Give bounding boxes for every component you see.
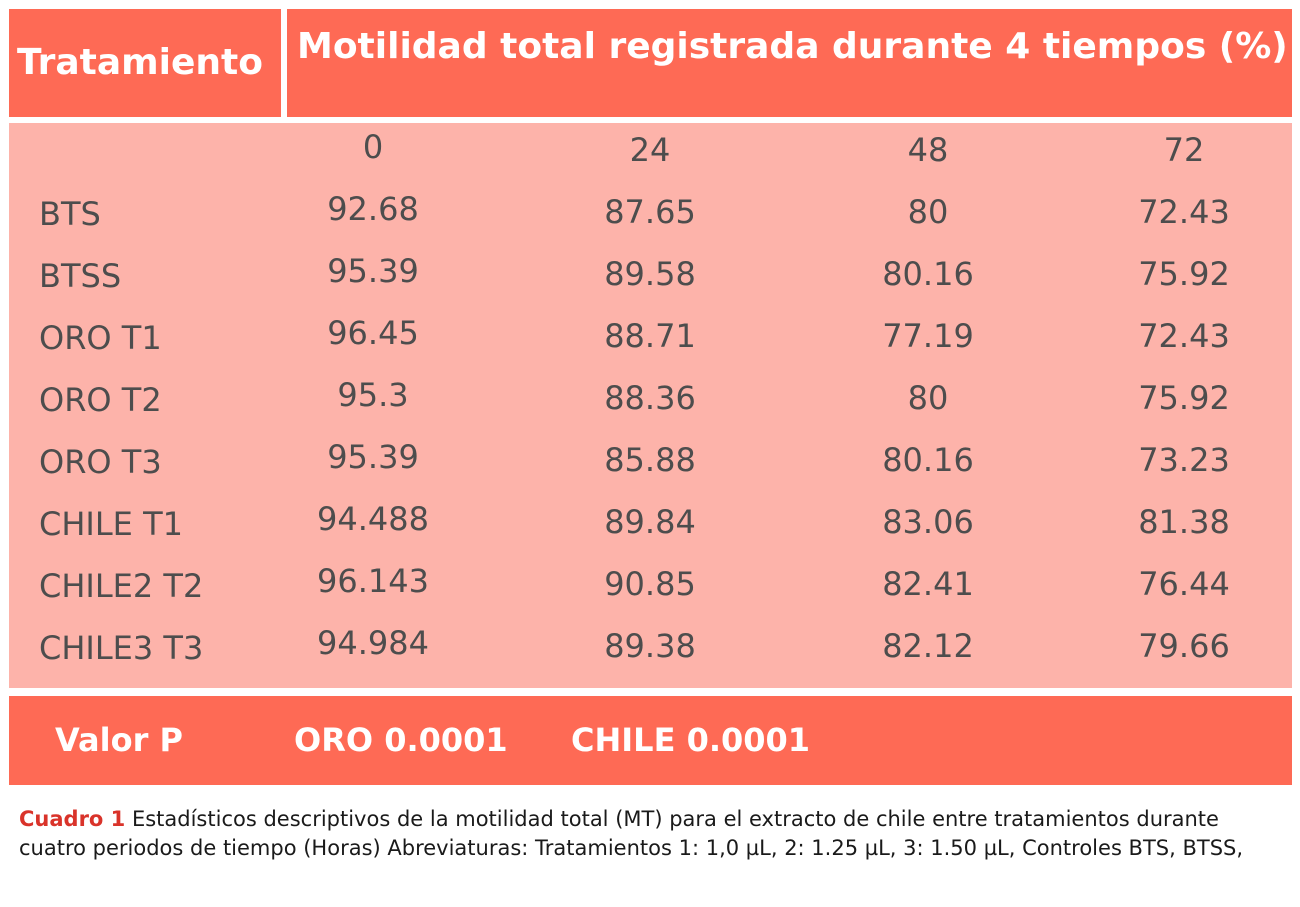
table-cell: 85.88 — [604, 441, 696, 479]
table-cell: 87.65 — [604, 193, 696, 231]
table-cell: 81.38 — [1138, 503, 1230, 541]
time-header-48: 48 — [907, 131, 949, 169]
table-cell: 80 — [907, 379, 949, 417]
table-cell: 80.16 — [882, 255, 974, 293]
caption-label: Cuadro 1 — [19, 807, 126, 831]
row-label: ORO T1 — [39, 319, 162, 357]
table-cell: 73.23 — [1138, 441, 1230, 479]
table-cell: 82.41 — [882, 565, 974, 603]
table-cell: 89.84 — [604, 503, 696, 541]
motility-header: Motilidad total registrada durante 4 tie… — [287, 9, 1292, 117]
table-cell: 82.12 — [882, 627, 974, 665]
table-cell: 88.71 — [604, 317, 696, 355]
table-cell: 95.3 — [337, 376, 409, 414]
treatment-header: Tratamiento — [9, 9, 281, 117]
table-cell: 80 — [907, 193, 949, 231]
table-cell: 76.44 — [1138, 565, 1230, 603]
caption-text: Estadísticos descriptivos de la motilida… — [19, 807, 1244, 860]
table-cell: 96.45 — [327, 314, 419, 352]
table-cell: 94.488 — [317, 500, 429, 538]
table-cell: 77.19 — [882, 317, 974, 355]
table-cell: 90.85 — [604, 565, 696, 603]
table-cell: 95.39 — [327, 252, 419, 290]
p-value-oro: ORO 0.0001 — [294, 721, 508, 759]
p-value-chile: CHILE 0.0001 — [571, 721, 811, 759]
table-cell: 92.68 — [327, 190, 419, 228]
row-label: ORO T3 — [39, 443, 162, 481]
row-label: BTS — [39, 195, 101, 233]
time-header-0: 0 — [362, 128, 384, 166]
table-cell: 83.06 — [882, 503, 974, 541]
time-header-72: 72 — [1163, 131, 1205, 169]
table-cell: 79.66 — [1138, 627, 1230, 665]
table-cell: 89.38 — [604, 627, 696, 665]
table-cell: 80.16 — [882, 441, 974, 479]
row-label: CHILE2 T2 — [39, 567, 204, 605]
table-cell: 89.58 — [604, 255, 696, 293]
row-label: BTSS — [39, 257, 122, 295]
table-body — [9, 123, 1292, 688]
table-cell: 95.39 — [327, 438, 419, 476]
table-caption: Cuadro 1 Estadísticos descriptivos de la… — [19, 805, 1289, 863]
row-label: CHILE T1 — [39, 505, 183, 543]
table-cell: 75.92 — [1138, 379, 1230, 417]
table-cell: 72.43 — [1138, 317, 1230, 355]
table-cell: 96.143 — [317, 562, 429, 600]
p-value-bar: Valor P ORO 0.0001 CHILE 0.0001 — [9, 696, 1292, 785]
table-cell: 72.43 — [1138, 193, 1230, 231]
row-label: CHILE3 T3 — [39, 629, 204, 667]
table-cell: 94.984 — [317, 624, 429, 662]
p-value-label: Valor P — [55, 721, 183, 759]
table-cell: 75.92 — [1138, 255, 1230, 293]
time-header-24: 24 — [629, 131, 671, 169]
row-label: ORO T2 — [39, 381, 162, 419]
table-cell: 88.36 — [604, 379, 696, 417]
